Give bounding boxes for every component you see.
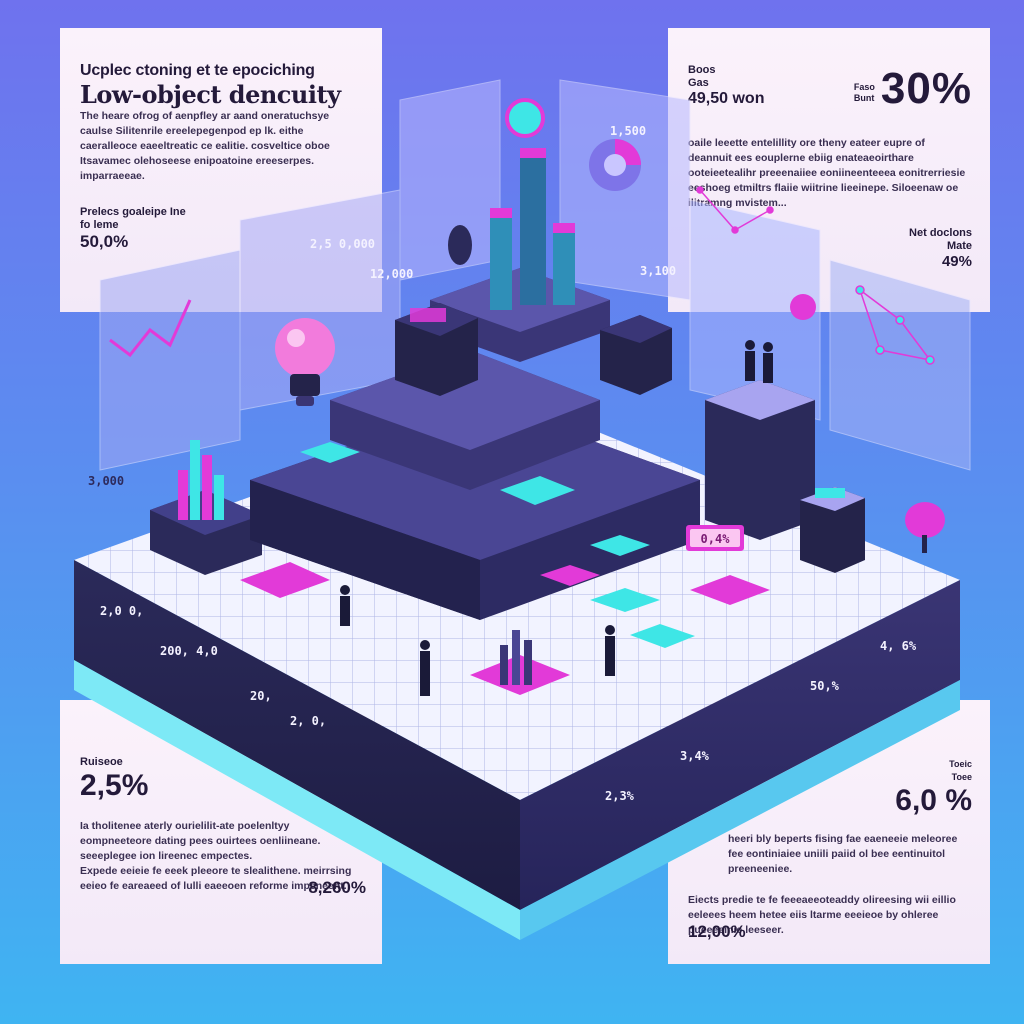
server-box-right xyxy=(800,487,865,573)
side-label-e: 50,% xyxy=(810,679,840,693)
wall-label-a: 2,5 0,000 xyxy=(310,237,375,251)
panel-body-2: Eiects predie te fe feeeaeeoteaddy olire… xyxy=(688,894,956,936)
side-label-g: 4, 6% xyxy=(880,639,917,653)
panel-heading: Ucplec ctoning et te epociching xyxy=(80,62,315,79)
glass-panels xyxy=(99,79,971,471)
stat-label-e: Net doclons xyxy=(909,227,972,239)
panel-title: Low-object dencuity xyxy=(80,80,341,109)
side-label-d: 2, 0, xyxy=(290,714,326,728)
stat-label-a: Boos xyxy=(688,64,716,76)
stat-value: 50,0% xyxy=(80,232,129,251)
big-stat: 6,0 % xyxy=(895,784,972,817)
plant-icon xyxy=(448,225,472,265)
info-panel-top-left: Ucplec ctoning et te epociching Low-obje… xyxy=(60,28,382,312)
sub-value: 49,50 won xyxy=(688,90,765,107)
central-building xyxy=(250,148,700,620)
person-icon xyxy=(340,340,773,696)
wall-label-b: 12,000 xyxy=(370,267,413,281)
panel-body-2: Expede eeieie fe eeek pleeore te slealit… xyxy=(80,865,352,892)
stat-label: Prelecs goaleipe Ine fo leme xyxy=(80,206,186,231)
stat-label-d: Bunt xyxy=(853,93,875,103)
stat-label-b: Toee xyxy=(951,772,972,782)
stat-value: 8,260% xyxy=(308,878,366,897)
stat-label-f: Mate xyxy=(946,240,972,252)
network-icon xyxy=(855,285,935,365)
big-stat: 2,5% xyxy=(80,769,149,802)
side-label-h: 2,3% xyxy=(605,789,635,803)
panel-body: heeri bly beperts fising fae eaeneeie me… xyxy=(728,833,958,875)
network-icon-2 xyxy=(696,186,774,234)
side-label-c: 20, xyxy=(250,689,272,703)
tree-icon xyxy=(905,502,945,553)
crystal-structure xyxy=(500,630,532,685)
line-chart-icon xyxy=(109,299,192,358)
pie-chart-icon xyxy=(589,139,641,191)
server-rack-right xyxy=(600,315,672,395)
side-label-b: 200, 4,0 xyxy=(160,644,218,658)
panel-body: Ia tholitenee aterly ourielilit-ate poel… xyxy=(80,820,321,862)
floating-orb xyxy=(505,98,545,138)
stat-label-b: Gas xyxy=(688,77,709,89)
scene-label-left: 3,000 xyxy=(88,474,124,488)
side-label-a: 2,0 0, xyxy=(100,604,143,618)
stat-value: 49% xyxy=(941,253,972,270)
stat-value: 12,00% xyxy=(688,922,746,941)
stat-label: Ruiseoe xyxy=(80,756,123,768)
panel-body: oaile leeette entelillity ore theny eate… xyxy=(688,137,966,209)
side-label-f: 3,4% xyxy=(680,749,710,763)
wall-label-d: 3,100 xyxy=(640,264,676,278)
big-stat: 30% xyxy=(880,64,972,113)
panel-body: The heare ofrog of aenpfley ar aand oner… xyxy=(80,110,330,182)
light-bulb-icon xyxy=(275,318,335,406)
glow-tiles xyxy=(240,442,770,695)
sign-label: 0,4% xyxy=(701,532,731,546)
server-rack-left xyxy=(395,303,478,396)
status-sign: 0,4% xyxy=(686,525,744,551)
stat-label-c: Faso xyxy=(853,82,875,92)
wall-label-c: 1,500 xyxy=(610,124,646,138)
floating-orb-2 xyxy=(790,294,816,320)
bar-chart-icon xyxy=(150,440,262,575)
tower-right xyxy=(705,380,815,540)
stat-label-a: Toeic xyxy=(949,759,972,769)
